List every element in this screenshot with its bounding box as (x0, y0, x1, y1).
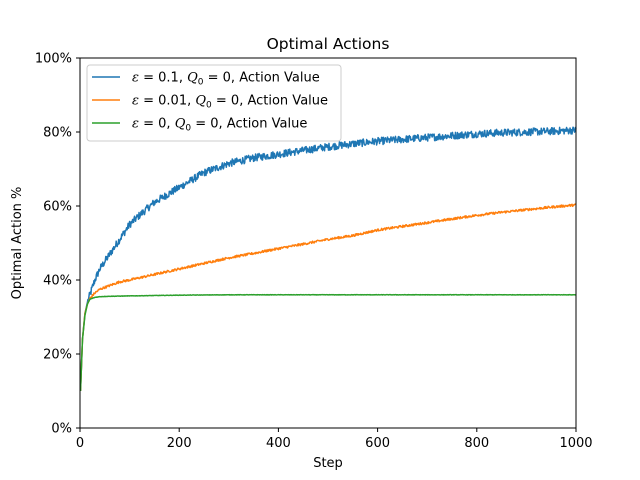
legend-box (86, 64, 342, 142)
legend: ε = 0.1, Q0 = 0, Action Value ε = 0.01, Q… (86, 64, 342, 142)
x-tick-label: 800 (464, 436, 489, 451)
x-axis: 0 200 400 600 800 1000 (76, 428, 593, 451)
y-tick-label: 80% (43, 126, 72, 141)
plot-lines (79, 126, 577, 392)
chart-title: Optimal Actions (267, 35, 390, 53)
x-tick-label: 400 (266, 436, 291, 451)
y-tick-label: 0% (51, 422, 72, 437)
legend-label-3: ε = 0, Q0 = 0, Action Value (132, 117, 307, 134)
series-line-2 (79, 203, 577, 392)
series-line-3 (79, 293, 577, 392)
x-tick-label: 200 (167, 436, 192, 451)
y-tick-label: 100% (35, 52, 72, 67)
y-tick-label: 40% (43, 274, 72, 289)
y-tick-label: 60% (43, 200, 72, 215)
x-tick-label: 1000 (559, 436, 592, 451)
y-axis-label: Optimal Action % (10, 187, 25, 300)
y-axis: 0% 20% 40% 60% 80% 100% (35, 52, 80, 437)
series-line-1 (79, 126, 577, 392)
x-axis-label: Step (313, 456, 343, 471)
x-tick-label: 0 (76, 436, 84, 451)
legend-label-2: ε = 0.01, Q0 = 0, Action Value (132, 94, 328, 111)
x-tick-label: 600 (365, 436, 390, 451)
legend-label-1: ε = 0.1, Q0 = 0, Action Value (132, 71, 320, 88)
y-tick-label: 20% (43, 348, 72, 363)
plot-frame (79, 57, 577, 429)
